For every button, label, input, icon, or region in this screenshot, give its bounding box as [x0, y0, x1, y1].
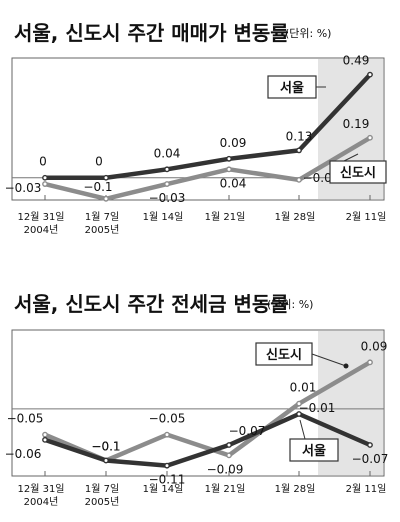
- data-point: [42, 174, 48, 181]
- data-point: [226, 155, 232, 162]
- data-point: [226, 452, 232, 459]
- legend-box: [289, 438, 339, 462]
- data-label: −0.07: [352, 452, 389, 466]
- data-point: [103, 457, 109, 464]
- data-label: −0.05: [7, 412, 44, 426]
- data-point: [164, 181, 170, 187]
- data-point: [164, 462, 170, 469]
- data-label: 0.13: [286, 129, 313, 143]
- data-point: [296, 147, 302, 154]
- data-label: 0.09: [220, 136, 247, 150]
- chart-title: 서울, 신도시 주간 전세금 변동률: [14, 292, 289, 316]
- x-tick-label: 1월 7일: [85, 211, 119, 223]
- x-tick-label: 1월 28일: [275, 211, 316, 223]
- data-label: −0.05: [149, 412, 186, 426]
- x-tick-label: 1월 28일: [275, 483, 316, 495]
- data-point: [367, 71, 373, 78]
- x-tick-label: 2월 11일: [346, 483, 387, 495]
- data-label: −0.03: [149, 191, 186, 205]
- data-point: [103, 195, 109, 202]
- data-label: −0.06: [5, 447, 42, 461]
- series-line-서울: [42, 72, 373, 180]
- series-line-신도시: [42, 135, 373, 202]
- data-point: [42, 431, 48, 438]
- data-label: 0.09: [361, 339, 388, 353]
- data-label: 0.49: [343, 54, 370, 68]
- legend-box: [329, 160, 387, 184]
- data-label: −0.07: [229, 424, 266, 438]
- data-label: −0.03: [5, 181, 42, 195]
- data-point: [103, 174, 109, 181]
- data-label: −0.1: [91, 440, 120, 454]
- x-tick-label: 2월 11일: [346, 211, 387, 223]
- x-tick-label: 2005년: [85, 496, 120, 508]
- data-point: [164, 431, 170, 438]
- x-tick-label: 1월 14일: [143, 211, 184, 223]
- data-point: [42, 436, 48, 443]
- data-point: [42, 181, 48, 187]
- x-tick-label: 2005년: [85, 224, 120, 236]
- legend-leader: [311, 353, 347, 367]
- data-label: 0: [95, 155, 103, 169]
- legend-box: [255, 342, 313, 366]
- legend-label: 서울: [302, 443, 326, 459]
- x-tick-label: 1월 14일: [143, 483, 184, 495]
- data-label: 0.01: [290, 381, 317, 395]
- data-point: [367, 359, 373, 366]
- legend-box: [267, 75, 317, 99]
- chart-title: 서울, 신도시 주간 매매가 변동률: [14, 21, 289, 45]
- data-point: [296, 176, 302, 183]
- data-point: [367, 134, 373, 141]
- data-point: [226, 442, 232, 448]
- legend-leader: [299, 419, 306, 440]
- unit-note: (단위: %): [285, 27, 331, 40]
- legend-label: 신도시: [266, 348, 302, 363]
- data-point: [296, 411, 302, 417]
- legend-label: 서울: [280, 80, 304, 96]
- data-point: [226, 166, 232, 173]
- data-label: 0: [39, 155, 47, 169]
- x-tick-label: 1월 7일: [85, 483, 119, 495]
- x-tick-label: 1월 21일: [205, 211, 246, 223]
- data-label: −0.01: [299, 401, 336, 415]
- data-label: −0.09: [207, 462, 244, 476]
- x-tick-label: 2004년: [24, 496, 59, 508]
- legend-leader-dot: [343, 363, 349, 369]
- x-tick-label: 12월 31일: [17, 211, 64, 223]
- x-tick-label: 2004년: [24, 224, 59, 236]
- unit-note: (단위: %): [267, 298, 313, 311]
- data-label: −0.11: [149, 473, 186, 487]
- data-label: 0.04: [220, 176, 247, 190]
- data-label: −0.1: [91, 440, 120, 454]
- data-label: −0.1: [83, 180, 112, 194]
- x-tick-label: 12월 31일: [17, 483, 64, 495]
- data-point: [164, 166, 170, 173]
- data-point: [296, 400, 302, 407]
- data-point: [367, 442, 373, 448]
- legend-label: 신도시: [340, 166, 376, 181]
- series-line-서울: [42, 411, 373, 468]
- x-tick-label: 1월 21일: [205, 483, 246, 495]
- data-label: 0.04: [154, 146, 181, 160]
- data-label: 0.19: [343, 117, 370, 131]
